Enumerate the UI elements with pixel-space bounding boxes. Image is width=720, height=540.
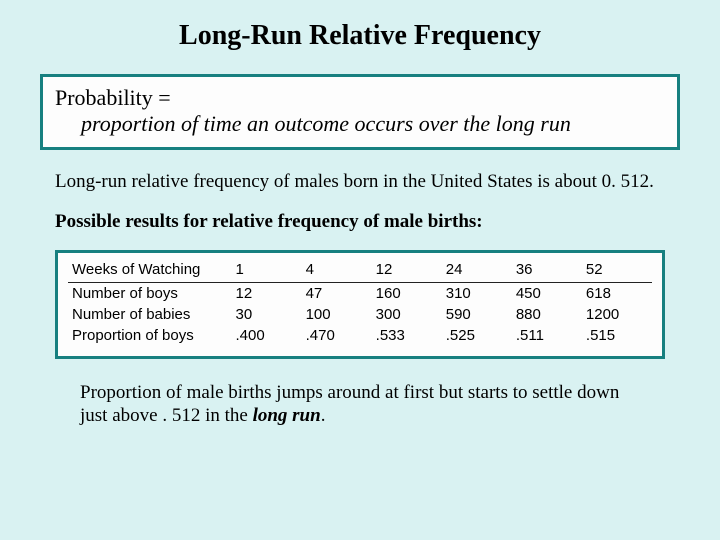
results-table: Weeks of Watching 1 4 12 24 36 52 Number…	[68, 259, 652, 346]
cell: .511	[512, 325, 582, 346]
row-label: Number of boys	[68, 282, 232, 304]
definition-line1: Probability =	[55, 85, 665, 111]
table-row: Proportion of boys .400 .470 .533 .525 .…	[68, 325, 652, 346]
definition-box: Probability = proportion of time an outc…	[40, 74, 680, 150]
cell: 100	[302, 304, 372, 325]
cell: .515	[582, 325, 652, 346]
cell: 1200	[582, 304, 652, 325]
cell: 300	[372, 304, 442, 325]
cell: 310	[442, 282, 512, 304]
cell: 590	[442, 304, 512, 325]
cell: .525	[442, 325, 512, 346]
row-label: Proportion of boys	[68, 325, 232, 346]
cell: 160	[372, 282, 442, 304]
cell: .470	[302, 325, 372, 346]
col-header: 4	[302, 259, 372, 283]
col-header: 1	[232, 259, 302, 283]
paragraph-longrun: Long-run relative frequency of males bor…	[55, 170, 665, 194]
col-header-label: Weeks of Watching	[68, 259, 232, 283]
cell: 30	[232, 304, 302, 325]
footer-paragraph: Proportion of male births jumps around a…	[80, 381, 640, 429]
paragraph-possible-results: Possible results for relative frequency …	[55, 210, 665, 234]
col-header: 52	[582, 259, 652, 283]
table-header-row: Weeks of Watching 1 4 12 24 36 52	[68, 259, 652, 283]
cell: 880	[512, 304, 582, 325]
cell: 12	[232, 282, 302, 304]
table-row: Number of babies 30 100 300 590 880 1200	[68, 304, 652, 325]
footer-text-pre: Proportion of male births jumps around a…	[80, 382, 619, 427]
cell: 47	[302, 282, 372, 304]
cell: 450	[512, 282, 582, 304]
definition-line2: proportion of time an outcome occurs ove…	[55, 111, 665, 137]
col-header: 24	[442, 259, 512, 283]
cell: 618	[582, 282, 652, 304]
footer-text-post: .	[321, 405, 326, 426]
col-header: 36	[512, 259, 582, 283]
cell: .533	[372, 325, 442, 346]
page-title: Long-Run Relative Frequency	[0, 0, 720, 74]
cell: .400	[232, 325, 302, 346]
table-row: Number of boys 12 47 160 310 450 618	[68, 282, 652, 304]
row-label: Number of babies	[68, 304, 232, 325]
results-table-box: Weeks of Watching 1 4 12 24 36 52 Number…	[55, 250, 665, 359]
col-header: 12	[372, 259, 442, 283]
footer-emph: long run	[253, 405, 321, 426]
